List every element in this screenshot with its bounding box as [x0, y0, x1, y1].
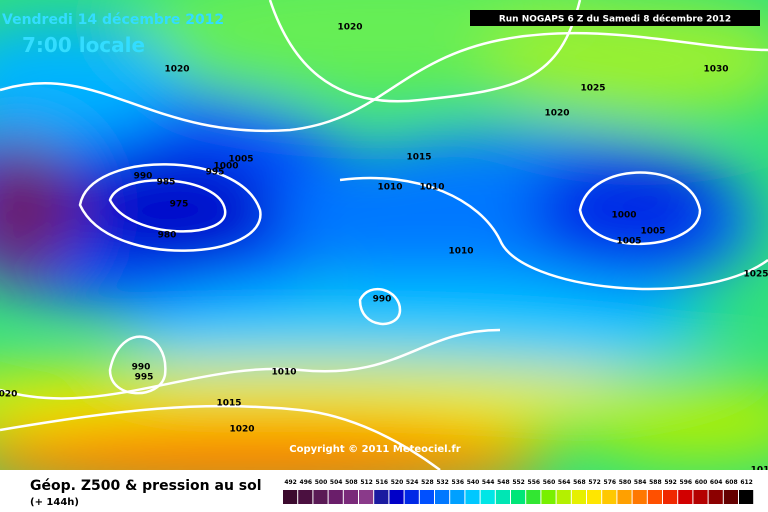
scale-label: 560	[543, 479, 556, 486]
scale-swatch	[343, 490, 358, 504]
scale-label: 552	[512, 479, 525, 486]
scale-label: 556	[528, 479, 541, 486]
scale-swatch	[313, 490, 328, 504]
contour-label: 990	[134, 172, 153, 182]
scale-swatch	[541, 490, 556, 504]
scale-swatch	[739, 490, 754, 504]
scale-label: 524	[406, 479, 419, 486]
scale-swatch	[419, 490, 434, 504]
scale-label: 580	[619, 479, 632, 486]
contour-label: 1020	[164, 65, 189, 75]
scale-label: 516	[376, 479, 389, 486]
scale-label: 568	[573, 479, 586, 486]
contour-label: 1010	[377, 183, 402, 193]
color-scale: 492 496 500 504 508 512 516 520 524 528 532 536 540 5…	[283, 479, 754, 504]
scale-swatch	[632, 490, 647, 504]
contour-label: 1015	[406, 153, 431, 163]
scale-label: 584	[634, 479, 647, 486]
scale-label: 504	[330, 479, 343, 486]
field	[0, 0, 768, 470]
contour-label: 990	[132, 363, 151, 373]
scale-swatch	[283, 490, 298, 504]
scale-swatch	[450, 490, 465, 504]
contour-label: 1010	[448, 247, 473, 257]
contour-label: 980	[158, 231, 177, 241]
forecast-date: Vendredi 14 décembre 2012	[2, 12, 224, 28]
scale-label: 500	[315, 479, 328, 486]
contour-label: 1000	[213, 162, 238, 172]
contour-label: 020	[0, 390, 17, 400]
contour-label: 1030	[703, 65, 728, 75]
contour-label: 1000	[611, 211, 636, 221]
scale-swatch	[511, 490, 526, 504]
scale-label: 592	[664, 479, 677, 486]
scale-swatch	[480, 490, 495, 504]
contour-label: 1025	[580, 84, 605, 94]
scale-swatch	[374, 490, 389, 504]
contour-label: 985	[157, 178, 176, 188]
scale-label: 532	[436, 479, 449, 486]
scale-label: 596	[680, 479, 693, 486]
contour-label: 1015	[216, 399, 241, 409]
scale-label: 508	[345, 479, 358, 486]
contour-label: 1020	[229, 425, 254, 435]
run-info: Run NOGAPS 6 Z du Samedi 8 décembre 2012	[499, 14, 731, 25]
scale-label: 576	[604, 479, 617, 486]
scale-swatch	[678, 490, 693, 504]
contour-label: 1010	[419, 183, 444, 193]
scale-swatch	[328, 490, 343, 504]
scale-swatch	[495, 490, 510, 504]
scale-swatch	[708, 490, 723, 504]
contour-label: 1005	[616, 237, 641, 247]
scale-swatch	[298, 490, 313, 504]
contour-label: 1020	[337, 23, 362, 33]
contour-label: 990	[373, 295, 392, 305]
contour-label: 1025	[743, 270, 768, 280]
scale-label: 528	[421, 479, 434, 486]
scale-swatch	[404, 490, 419, 504]
scale-swatch	[693, 490, 708, 504]
scale-swatch	[663, 490, 678, 504]
scale-label: 548	[497, 479, 510, 486]
scale-label: 544	[482, 479, 495, 486]
scale-swatch	[389, 490, 404, 504]
scale-label: 520	[391, 479, 404, 486]
footer-lead: (+ 144h)	[30, 497, 79, 508]
scale-swatch	[526, 490, 541, 504]
scale-swatch	[602, 490, 617, 504]
scale-swatch	[465, 490, 480, 504]
scale-label: 536	[452, 479, 465, 486]
scale-swatch	[647, 490, 662, 504]
scale-label: 540	[467, 479, 480, 486]
scale-swatch	[556, 490, 571, 504]
copyright: Copyright © 2011 Meteociel.fr	[289, 444, 460, 455]
scale-label: 604	[710, 479, 723, 486]
contour-label: 1020	[544, 109, 569, 119]
footer-title: Géop. Z500 & pression au sol	[30, 478, 262, 494]
scale-swatch	[587, 490, 602, 504]
scale-label: 608	[725, 479, 738, 486]
scale-swatch	[359, 490, 374, 504]
scale-label: 492	[284, 479, 297, 486]
forecast-time: 7:00 locale	[22, 33, 145, 57]
contour-label: 1010	[271, 368, 296, 378]
scale-label: 572	[588, 479, 601, 486]
scale-label: 496	[300, 479, 313, 486]
scale-label: 564	[558, 479, 571, 486]
run-banner	[470, 10, 760, 26]
scale-label: 512	[360, 479, 373, 486]
scale-swatch	[723, 490, 738, 504]
contour-label: 995	[206, 168, 225, 178]
contour-label: 1005	[640, 227, 665, 237]
scale-label: 600	[695, 479, 708, 486]
scale-swatch	[435, 490, 450, 504]
contour-label: 995	[135, 373, 154, 383]
scale-label: 612	[740, 479, 753, 486]
contour-label: 1005	[228, 155, 253, 165]
scale-swatch	[571, 490, 586, 504]
contour-label: 975	[170, 200, 189, 210]
scale-swatch	[617, 490, 632, 504]
scale-label: 588	[649, 479, 662, 486]
